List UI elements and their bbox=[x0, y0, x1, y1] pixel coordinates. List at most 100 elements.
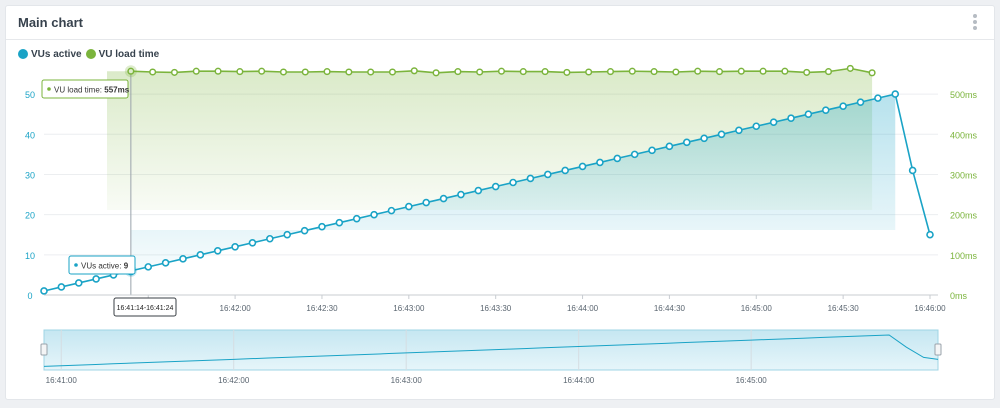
vus-point[interactable] bbox=[57, 283, 66, 291]
load-time-point[interactable] bbox=[432, 69, 440, 77]
vus-point[interactable] bbox=[908, 166, 917, 175]
load-time-point[interactable] bbox=[585, 68, 593, 76]
vus-point[interactable] bbox=[161, 259, 170, 267]
vus-point[interactable] bbox=[318, 222, 326, 231]
navigator-left-handle[interactable] bbox=[40, 343, 48, 356]
navigator-right-handle[interactable] bbox=[934, 343, 942, 356]
vus-point[interactable] bbox=[405, 202, 413, 211]
vus-point[interactable] bbox=[717, 130, 726, 139]
vus-point[interactable] bbox=[665, 142, 674, 151]
y-right-tick-label: 300ms bbox=[950, 170, 978, 180]
vus-point[interactable] bbox=[856, 98, 865, 106]
vus-point[interactable] bbox=[266, 234, 274, 243]
vus-tooltip-box bbox=[68, 255, 136, 275]
vus-point[interactable] bbox=[839, 102, 847, 110]
x-tick-label: 16:42:30 bbox=[306, 304, 338, 313]
vus-point[interactable] bbox=[891, 90, 900, 98]
vus-point[interactable] bbox=[422, 198, 430, 207]
vus-point[interactable] bbox=[352, 214, 361, 223]
load-time-point[interactable] bbox=[279, 68, 288, 76]
load-time-point[interactable] bbox=[301, 68, 309, 76]
load-time-point[interactable] bbox=[759, 67, 767, 75]
vus-point[interactable] bbox=[821, 106, 830, 114]
y-right-tick-label: 500ms bbox=[950, 90, 978, 100]
vus-point[interactable] bbox=[196, 251, 205, 259]
vus-point[interactable] bbox=[544, 170, 552, 179]
vus-point[interactable] bbox=[300, 226, 309, 235]
vus-point[interactable] bbox=[578, 162, 587, 171]
vus-point[interactable] bbox=[40, 287, 48, 295]
load-tooltip-box bbox=[41, 79, 129, 99]
vus-point[interactable] bbox=[144, 263, 153, 271]
load-time-point[interactable] bbox=[410, 67, 418, 75]
load-time-point[interactable] bbox=[868, 69, 876, 77]
vus-point[interactable] bbox=[926, 230, 934, 239]
load-time-point[interactable] bbox=[715, 68, 724, 76]
load-time-point[interactable] bbox=[454, 68, 462, 76]
load-time-point[interactable] bbox=[650, 68, 658, 76]
vus-point[interactable] bbox=[92, 275, 100, 283]
vus-point[interactable] bbox=[526, 174, 535, 183]
load-time-point[interactable] bbox=[628, 67, 636, 75]
load-time-point[interactable] bbox=[170, 68, 179, 76]
vus-point[interactable] bbox=[231, 242, 239, 251]
legend-label-vu-load-time: VU load time bbox=[98, 48, 160, 60]
vus-point[interactable] bbox=[596, 158, 604, 167]
vus-point[interactable] bbox=[769, 118, 778, 127]
vus-point[interactable] bbox=[213, 247, 222, 255]
load-time-point[interactable] bbox=[803, 68, 811, 76]
load-time-point[interactable] bbox=[672, 68, 680, 76]
x-hover-tooltip-box bbox=[113, 297, 177, 317]
vus-point[interactable] bbox=[74, 279, 83, 287]
load-time-point[interactable] bbox=[367, 68, 375, 76]
vus-point[interactable] bbox=[804, 110, 813, 118]
load-time-point[interactable] bbox=[497, 67, 506, 75]
vus-point[interactable] bbox=[648, 146, 656, 155]
load-time-point[interactable] bbox=[541, 68, 549, 76]
vus-point[interactable] bbox=[387, 206, 396, 215]
legend-item-vus-active[interactable]: VUs active bbox=[18, 49, 82, 60]
load-time-point[interactable] bbox=[236, 68, 244, 76]
vus-point[interactable] bbox=[335, 218, 344, 227]
vus-point[interactable] bbox=[491, 182, 500, 191]
vus-point[interactable] bbox=[752, 122, 761, 131]
vus-point[interactable] bbox=[874, 94, 882, 102]
vus-point[interactable] bbox=[682, 138, 691, 147]
load-time-point[interactable] bbox=[149, 68, 157, 76]
load-time-point[interactable] bbox=[519, 68, 527, 76]
load-time-point[interactable] bbox=[214, 67, 222, 75]
load-time-point[interactable] bbox=[323, 68, 331, 76]
load-time-point[interactable] bbox=[846, 64, 854, 72]
vus-point[interactable] bbox=[787, 114, 795, 123]
load-time-point[interactable] bbox=[258, 67, 266, 75]
load-time-point[interactable] bbox=[345, 68, 353, 76]
load-time-point[interactable] bbox=[737, 67, 745, 75]
load-time-point[interactable] bbox=[694, 67, 702, 75]
load-time-point[interactable] bbox=[127, 67, 135, 75]
vus-point[interactable] bbox=[700, 134, 708, 143]
legend-item-vu-load-time[interactable]: VU load time bbox=[85, 48, 160, 60]
vus-point[interactable] bbox=[613, 154, 622, 163]
vus-point[interactable] bbox=[370, 210, 378, 219]
vus-point[interactable] bbox=[735, 126, 743, 135]
vus-point[interactable] bbox=[509, 178, 517, 187]
load-time-point[interactable] bbox=[781, 67, 789, 75]
load-time-point[interactable] bbox=[476, 68, 484, 76]
load-time-point[interactable] bbox=[563, 68, 571, 76]
navigator-tick-label: 16:45:00 bbox=[736, 376, 768, 385]
vus-point[interactable] bbox=[439, 194, 448, 203]
vus-point[interactable] bbox=[283, 230, 292, 239]
vus-point[interactable] bbox=[179, 255, 187, 263]
load-time-point[interactable] bbox=[192, 67, 200, 75]
vus-point[interactable] bbox=[630, 150, 639, 159]
load-time-point[interactable] bbox=[824, 68, 833, 76]
more-options-icon[interactable] bbox=[972, 14, 978, 30]
load-time-point[interactable] bbox=[388, 68, 397, 76]
vus-point[interactable] bbox=[474, 186, 483, 195]
vus-point[interactable] bbox=[457, 190, 465, 199]
vus-point[interactable] bbox=[561, 166, 569, 175]
y-left-tick-label: 50 bbox=[25, 90, 35, 100]
vus-point[interactable] bbox=[248, 238, 257, 247]
load-time-point[interactable] bbox=[606, 68, 615, 76]
